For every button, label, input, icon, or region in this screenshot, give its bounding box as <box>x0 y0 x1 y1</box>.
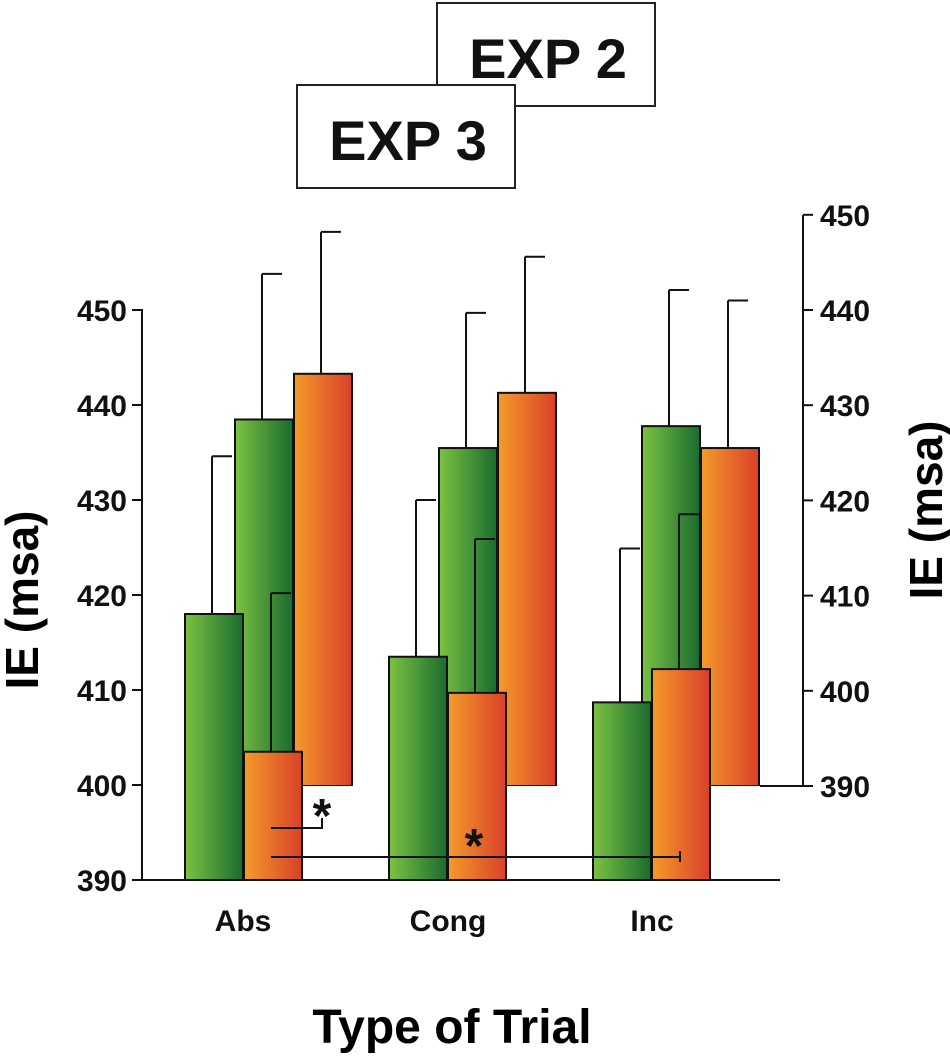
right-y-tick-label-390: 390 <box>820 771 870 804</box>
exp2-bar-cong-series2 <box>497 391 557 787</box>
exp3-bar-inc-series2 <box>651 668 711 881</box>
exp2-bar-inc-series2 <box>700 447 760 787</box>
left-y-axis-title: IE (msa) <box>0 511 48 690</box>
left-y-tick-label-430: 430 <box>77 485 127 518</box>
x-axis-title: Type of Trial <box>312 1001 591 1054</box>
exp3-bar-abs-series2 <box>243 750 303 881</box>
significance-star-long: * <box>465 820 484 873</box>
exp3-bar-cong-series1 <box>388 655 448 881</box>
x-tick-label-cong: Cong <box>410 905 487 938</box>
exp3-bar-inc-series1 <box>592 701 652 881</box>
left-y-tick-label-410: 410 <box>77 675 127 708</box>
right-y-tick-label-410: 410 <box>820 581 870 614</box>
left-y-tick-label-420: 420 <box>77 580 127 613</box>
right-y-axis-title: IE (msa) <box>900 421 950 600</box>
exp2-label: EXP 2 <box>469 27 627 90</box>
exp3-label-box: EXP 3 <box>296 84 516 189</box>
significance-star-short: * <box>313 790 332 843</box>
left-y-tick-label-400: 400 <box>77 770 127 803</box>
significance-bracket-short <box>271 818 323 829</box>
right-y-tick-label-420: 420 <box>820 485 870 518</box>
x-tick-label-abs: Abs <box>215 905 272 938</box>
exp2-bar-abs-series1 <box>234 418 294 787</box>
exp2-bar-abs-series2 <box>293 372 353 787</box>
left-y-tick-label-450: 450 <box>77 295 127 328</box>
left-y-tick-label-440: 440 <box>77 390 127 423</box>
right-y-tick-label-430: 430 <box>820 390 870 423</box>
x-tick-label-inc: Inc <box>630 905 673 938</box>
right-y-tick-label-440: 440 <box>820 295 870 328</box>
axes: 390 400 410 420 430 440 450 Abs Cong Inc 390 400 410… <box>77 200 870 938</box>
left-y-tick-label-390: 390 <box>77 865 127 898</box>
right-y-tick-label-400: 400 <box>820 676 870 709</box>
panel-occluder <box>300 786 806 856</box>
right-y-tick-label-450: 450 <box>820 200 870 233</box>
exp3-bar-abs-series1 <box>184 613 244 881</box>
exp3-label: EXP 3 <box>329 109 487 172</box>
